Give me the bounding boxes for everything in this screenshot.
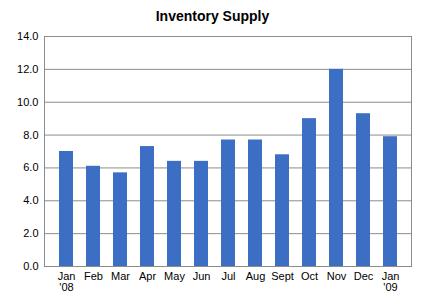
svg-text:Dec: Dec (354, 270, 374, 282)
svg-text:Jun: Jun (193, 270, 211, 282)
svg-text:Mar: Mar (111, 270, 130, 282)
svg-text:14.0: 14.0 (17, 30, 38, 42)
svg-text:Apr: Apr (139, 270, 156, 282)
svg-text:12.0: 12.0 (17, 63, 38, 75)
svg-text:Jul: Jul (221, 270, 235, 282)
svg-text:Feb: Feb (84, 270, 103, 282)
svg-text:May: May (164, 270, 185, 282)
svg-text:6.0: 6.0 (23, 161, 38, 173)
html-text:Inventory Supply: Inventory Supply (155, 8, 270, 24)
svg-text:2.0: 2.0 (23, 227, 38, 239)
svg-text:Oct: Oct (301, 270, 318, 282)
svg-text:Jan'09: Jan'09 (382, 270, 400, 293)
svg-text:Jan'08: Jan'08 (58, 270, 76, 293)
svg-text:10.0: 10.0 (17, 96, 38, 108)
svg-text:Sept: Sept (271, 270, 294, 282)
svg-text:4.0: 4.0 (23, 194, 38, 206)
svg-text:8.0: 8.0 (23, 129, 38, 141)
svg-text:Aug: Aug (246, 270, 266, 282)
svg-text:0.0: 0.0 (23, 260, 38, 272)
svg-text:Nov: Nov (327, 270, 347, 282)
